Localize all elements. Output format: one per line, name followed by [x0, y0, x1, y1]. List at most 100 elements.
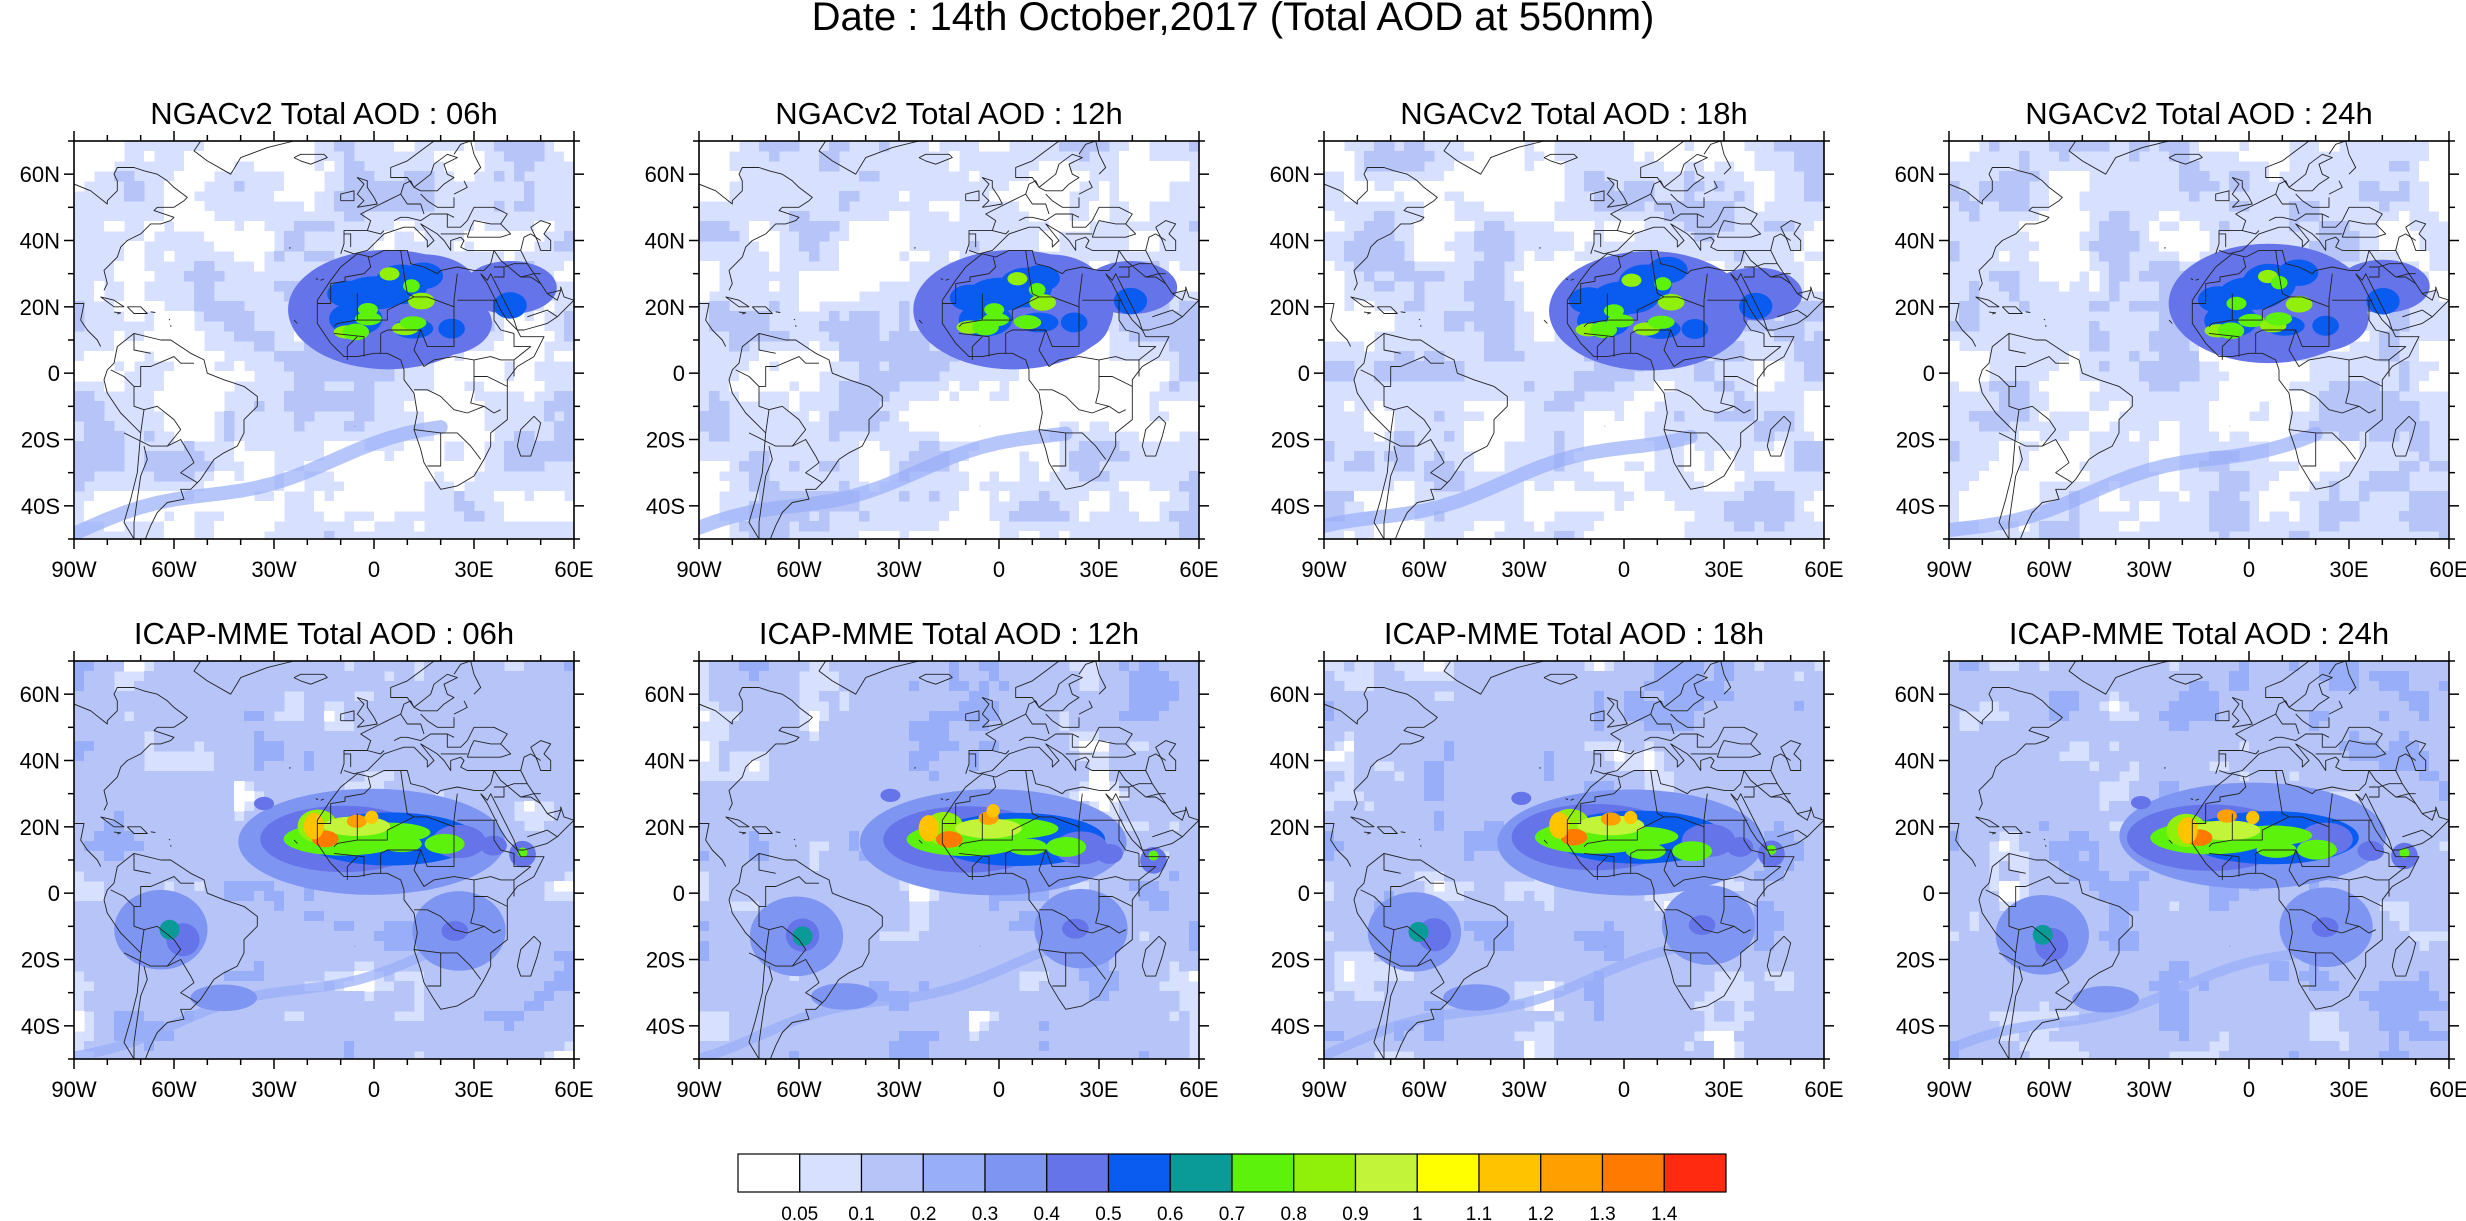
aod-field	[74, 141, 574, 539]
colorbar-swatch	[1231, 1153, 1295, 1193]
lat-tick-label: 20N	[645, 295, 685, 320]
lat-tick-label: 40S	[646, 1014, 685, 1039]
lat-tick-label: 60N	[1270, 162, 1310, 187]
colorbar-swatch	[1601, 1153, 1665, 1193]
map-ticks	[689, 651, 1209, 1069]
lat-tick-label: 20S	[1896, 428, 1935, 453]
map-ticks	[1314, 131, 1834, 549]
lon-tick-label: 0	[2243, 1077, 2255, 1102]
colorbar-swatch	[1354, 1153, 1418, 1193]
colorbar-swatch	[1478, 1153, 1542, 1193]
lat-tick-label: 40S	[1896, 1014, 1935, 1039]
lon-tick-label: 30E	[454, 1077, 493, 1102]
lat-tick-label: 40N	[645, 229, 685, 254]
lat-tick-label: 40N	[645, 749, 685, 774]
colorbar-swatch	[1416, 1153, 1480, 1193]
lon-tick-label: 90W	[51, 557, 96, 582]
lon-tick-label: 30W	[2126, 557, 2171, 582]
colorbar-label: 0.1	[848, 1204, 874, 1221]
lon-tick-label: 60W	[776, 1077, 821, 1102]
lat-tick-label: 0	[1923, 881, 1935, 906]
lat-tick-label: 40N	[20, 749, 60, 774]
map-ticks	[1939, 651, 2459, 1069]
lon-tick-label: 60W	[1401, 557, 1446, 582]
lon-tick-label: 30W	[251, 1077, 296, 1102]
lon-tick-label: 30E	[2329, 1077, 2368, 1102]
lat-tick-label: 40N	[1895, 749, 1935, 774]
lon-tick-label: 30E	[2329, 557, 2368, 582]
lon-tick-label: 30E	[454, 557, 493, 582]
map-panel: ICAP-MME Total AOD : 12h 90W 60W 30W 0 30E 60E…	[645, 616, 1219, 1102]
coastlines	[74, 141, 574, 539]
lat-tick-label: 60N	[1270, 682, 1310, 707]
lat-tick-label: 20N	[20, 815, 60, 840]
map-panel: NGACv2 Total AOD : 12h 90W 60W 30W 0 30E 60E 60…	[645, 96, 1219, 582]
aod-field	[1324, 661, 1824, 1059]
lat-tick-label: 20S	[21, 428, 60, 453]
lon-tick-label: 0	[1618, 557, 1630, 582]
lon-tick-label: 90W	[1926, 1077, 1971, 1102]
lat-tick-label: 40S	[21, 1014, 60, 1039]
lon-tick-label: 0	[1618, 1077, 1630, 1102]
map-panel: NGACv2 Total AOD : 06h 90W 60W 30W 0 30E 60E 60…	[20, 96, 594, 582]
lat-tick-label: 40N	[20, 229, 60, 254]
lat-tick-label: 0	[48, 881, 60, 906]
coastlines	[1949, 141, 2449, 539]
aod-field	[699, 141, 1199, 539]
map-panel: NGACv2 Total AOD : 24h 90W 60W 30W 0 30E 60E 60…	[1895, 96, 2466, 582]
map-panel: ICAP-MME Total AOD : 06h 90W 60W 30W 0 30E 60E…	[20, 616, 594, 1102]
colorbar-swatch	[1663, 1153, 1727, 1193]
lon-tick-label: 60W	[151, 1077, 196, 1102]
colorbar-swatch	[1107, 1153, 1171, 1193]
lon-tick-label: 0	[993, 1077, 1005, 1102]
colorbar-label: 0.3	[972, 1204, 998, 1221]
lon-tick-label: 60E	[1179, 557, 1218, 582]
map-ticks	[64, 651, 584, 1069]
lat-tick-label: 40S	[1896, 494, 1935, 519]
panel-title: ICAP-MME Total AOD : 18h	[1384, 616, 1764, 651]
lon-tick-label: 0	[368, 1077, 380, 1102]
aod-field	[74, 661, 574, 1059]
panel-title: NGACv2 Total AOD : 24h	[2025, 96, 2372, 131]
colorbar-swatch	[922, 1153, 986, 1193]
colorbar-label: 0.2	[910, 1204, 936, 1221]
lon-tick-label: 30W	[876, 1077, 921, 1102]
lat-tick-label: 40S	[646, 494, 685, 519]
colorbar-label: 1.2	[1528, 1204, 1554, 1221]
lon-tick-label: 60W	[1401, 1077, 1446, 1102]
lon-tick-label: 60E	[554, 1077, 593, 1102]
lat-tick-label: 60N	[645, 162, 685, 187]
lat-tick-label: 20N	[20, 295, 60, 320]
lon-tick-label: 90W	[51, 1077, 96, 1102]
lon-tick-label: 60W	[151, 557, 196, 582]
lon-tick-label: 60E	[2429, 557, 2466, 582]
lat-tick-label: 0	[1298, 361, 1310, 386]
coastlines	[74, 661, 574, 1059]
map-panels: NGACv2 Total AOD : 06h 90W 60W 30W 0 30E 60E 60…	[20, 96, 2466, 1102]
lat-tick-label: 60N	[20, 162, 60, 187]
colorbar-swatch	[984, 1153, 1048, 1193]
colorbar-swatch	[737, 1153, 801, 1193]
colorbar-swatch	[1293, 1153, 1357, 1193]
lat-tick-label: 0	[48, 361, 60, 386]
lon-tick-label: 90W	[676, 1077, 721, 1102]
colorbar-label: 1	[1412, 1204, 1423, 1221]
lat-tick-label: 20S	[646, 428, 685, 453]
map-ticks	[64, 131, 584, 549]
colorbar-label: 1.3	[1589, 1204, 1615, 1221]
colorbar-swatch	[860, 1153, 924, 1193]
coastlines	[1324, 661, 1824, 1059]
panel-title: ICAP-MME Total AOD : 12h	[759, 616, 1139, 651]
lat-tick-label: 20N	[1895, 815, 1935, 840]
figure-title: Date : 14th October,2017 (Total AOD at 5…	[812, 0, 1655, 39]
panel-title: ICAP-MME Total AOD : 24h	[2009, 616, 2389, 651]
aod-field	[699, 661, 1199, 1059]
colorbar-label: 1.4	[1651, 1204, 1678, 1221]
map-panel: ICAP-MME Total AOD : 18h 90W 60W 30W 0 30E 60E…	[1270, 616, 1844, 1102]
lon-tick-label: 30W	[876, 557, 921, 582]
panel-title: NGACv2 Total AOD : 12h	[775, 96, 1122, 131]
map-panel: ICAP-MME Total AOD : 24h 90W 60W 30W 0 30E 60E…	[1895, 616, 2466, 1102]
lat-tick-label: 20N	[1895, 295, 1935, 320]
lat-tick-label: 20S	[21, 948, 60, 973]
coastlines	[699, 661, 1199, 1059]
